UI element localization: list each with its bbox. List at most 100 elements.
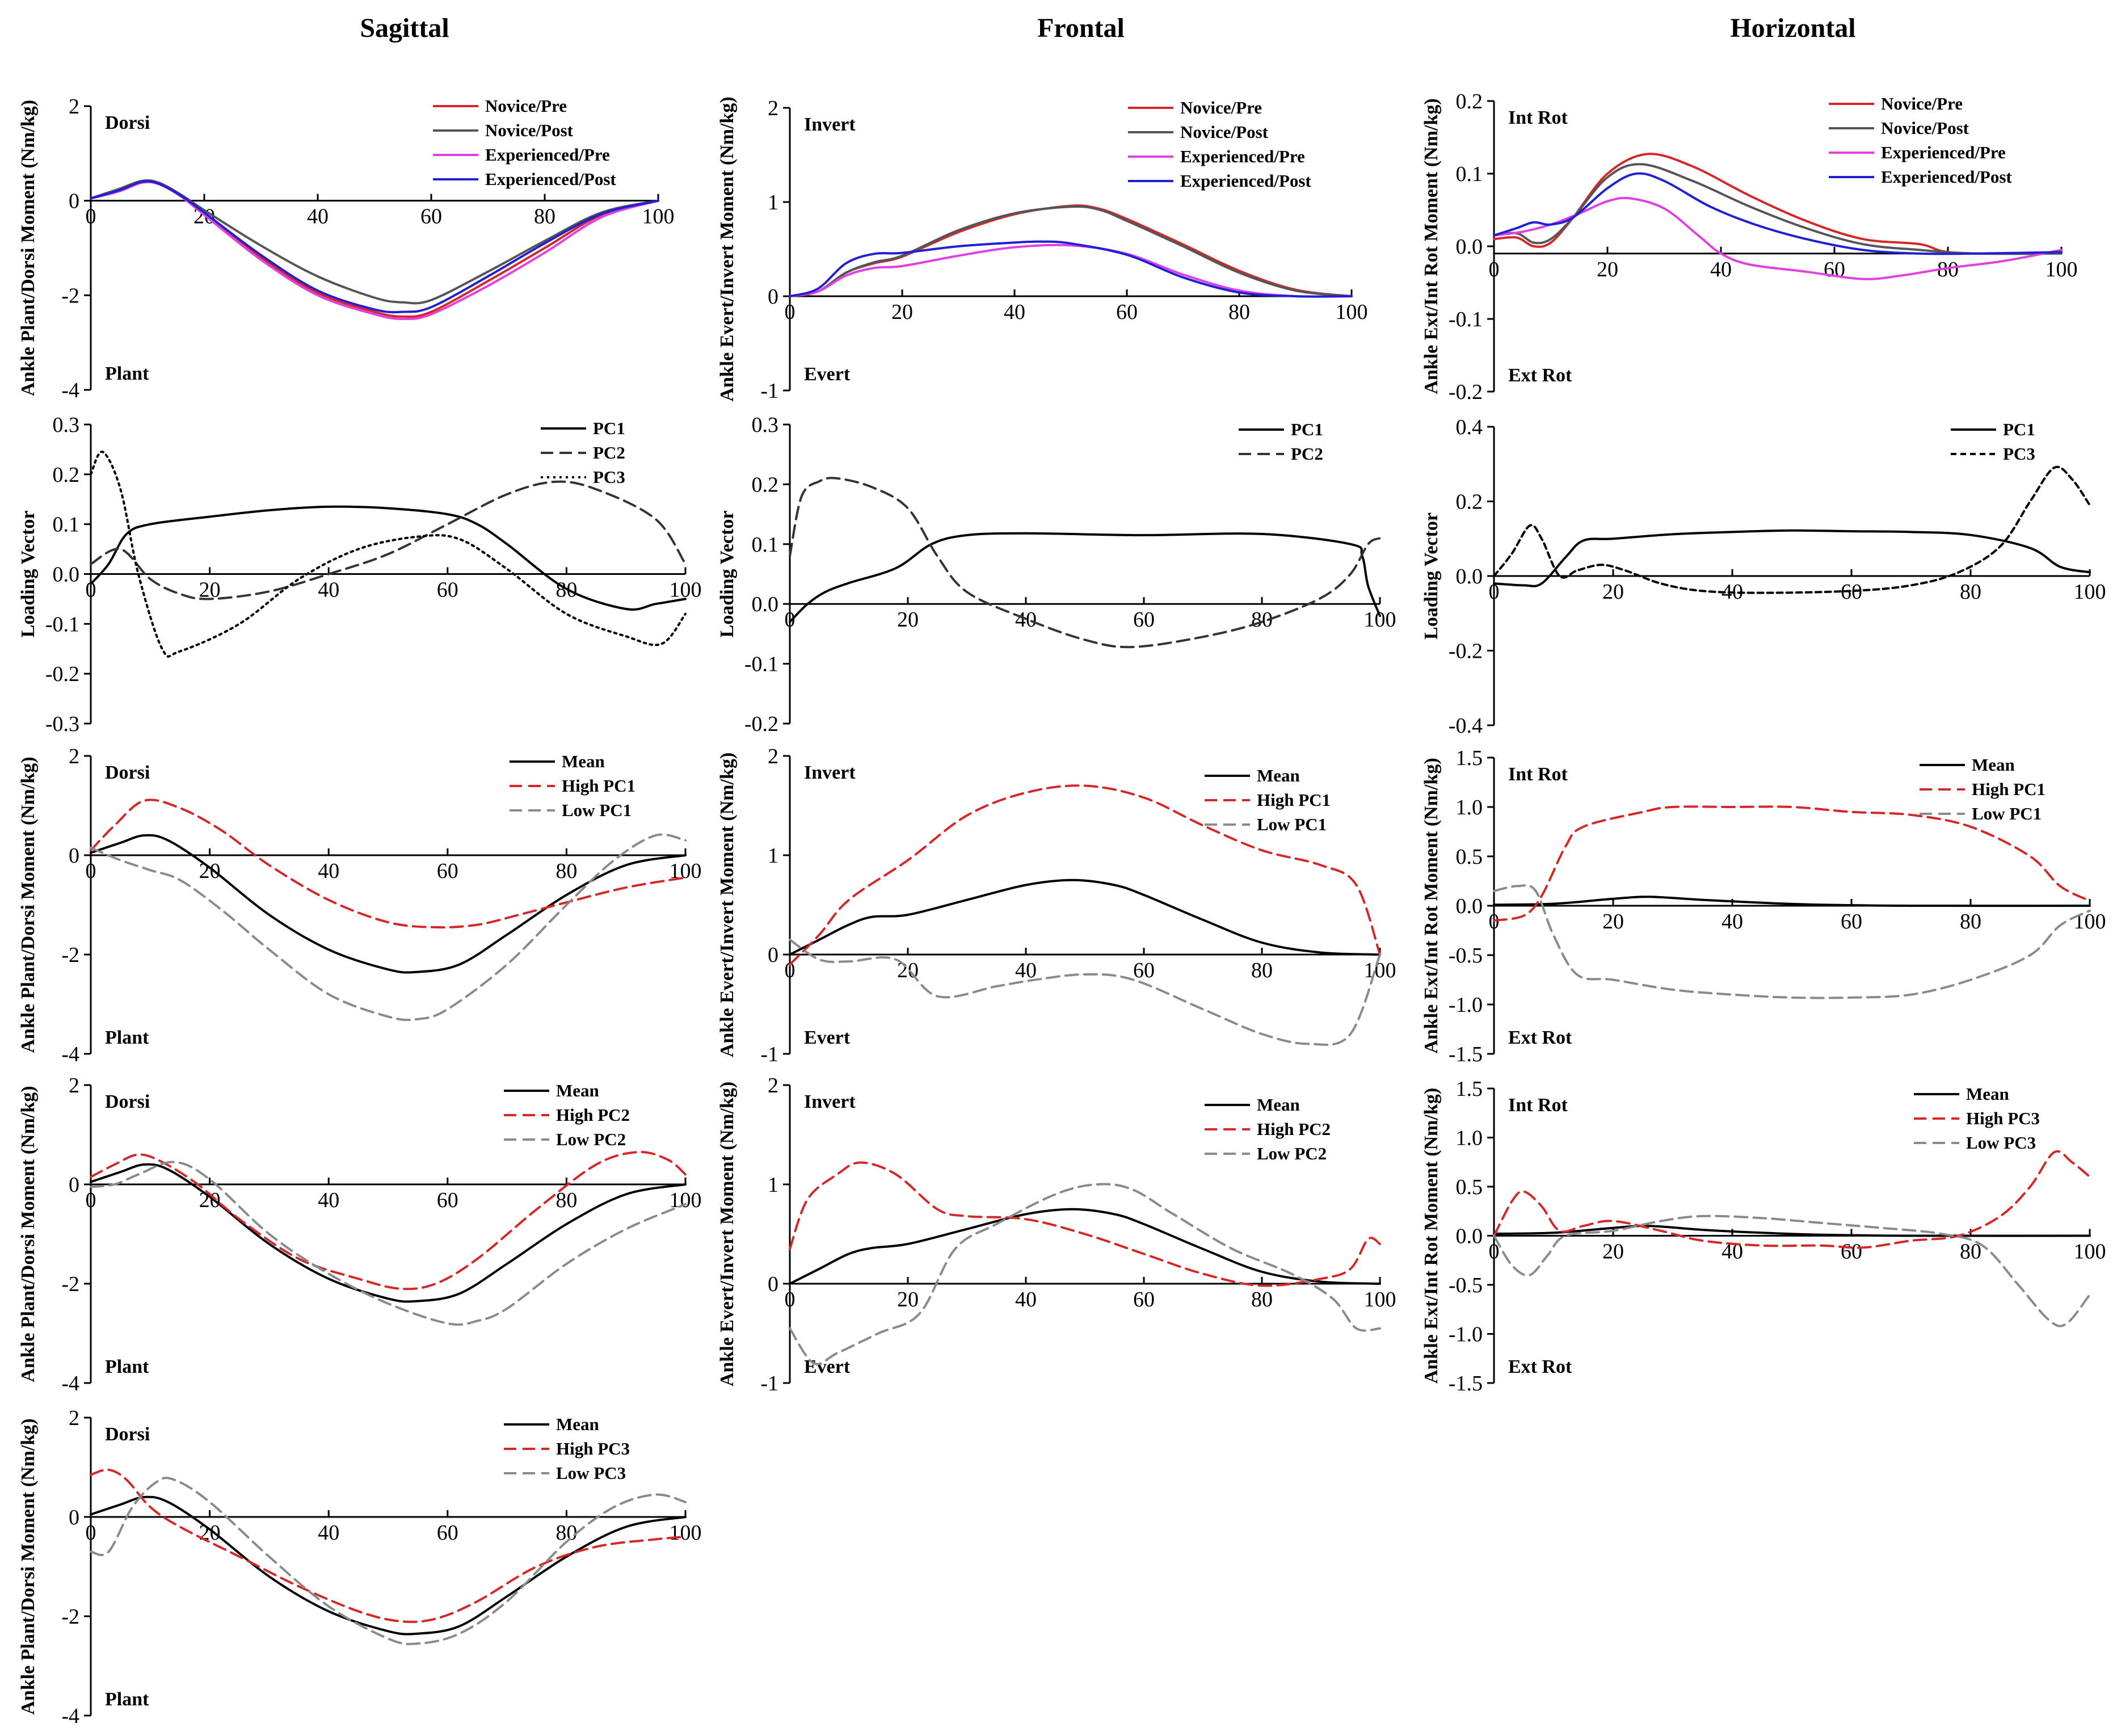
y-tick-label: 1.5 [1456,1077,1483,1101]
x-tick-label: 60 [437,859,458,883]
x-tick-label: 0 [785,300,796,324]
series-line-experienced-post [1493,172,2063,255]
x-tick-label: 60 [1133,608,1155,632]
legend-entry: Low PC2 [1257,1144,1327,1163]
annotation-top: Invert [804,762,856,783]
legend-entry: PC1 [593,418,625,438]
y-axis-label: Ankle Plant/Dorsi Moment (Nm/kg) [18,1418,39,1714]
y-axis-label: Loading Vector [717,511,738,638]
legend-entry: High PC3 [556,1439,630,1458]
legend: Novice/Pre Novice/Post Experienced/Pre Expe… [433,96,616,189]
series-line-pc2 [789,477,1381,649]
annotation-bottom: Evert [804,1027,851,1048]
y-tick-label: 0.0 [1456,894,1483,918]
series-line-pc2 [90,480,687,600]
legend: Mean High PC2 Low PC2 [1205,1095,1331,1163]
x-tick-label: 0 [86,859,96,883]
y-axis-label: Ankle Plant/Dorsi Moment (Nm/kg) [18,1086,39,1382]
legend-entry: Low PC3 [556,1463,626,1483]
annotation-bottom: Evert [804,364,851,385]
annotation-bottom: Ext Rot [1508,1356,1572,1377]
y-tick-label: 0 [69,1173,79,1197]
legend-entry: High PC2 [1257,1119,1331,1139]
x-tick-label: 100 [1364,1288,1396,1312]
x-tick-label: 60 [437,578,458,602]
x-tick-label: 40 [318,1521,339,1545]
y-axis-label: Ankle Ext/Int Rot Moment (Nm/kg) [1421,1088,1442,1384]
y-axis-label: Ankle Ext/Int Rot Moment (Nm/kg) [1421,98,1442,394]
legend-entry: Low PC3 [1966,1133,2036,1153]
y-axis-label: Ankle Evert/Invert Moment (Nm/kg) [717,753,738,1057]
y-tick-label: 0.2 [53,463,80,487]
x-tick-label: 0 [785,1288,796,1312]
series-line-experienced-post [789,240,1353,298]
annotation-bottom: Plant [105,1027,149,1048]
column-title-frontal: Frontal [1037,13,1125,43]
y-tick-label: -4 [61,1372,79,1395]
series-line-low-pc2 [90,1161,687,1326]
series-line-low-pc3 [90,1477,687,1645]
annotation-bottom: Plant [105,1356,149,1377]
x-tick-label: 80 [1251,1288,1273,1312]
y-tick-label: -2 [61,1605,79,1629]
x-tick-label: 20 [897,1288,919,1312]
x-tick-label: 40 [307,205,329,229]
legend-entry: High PC3 [1966,1108,2040,1128]
y-tick-label: -1.5 [1449,1043,1483,1066]
x-tick-label: 80 [555,1188,577,1212]
y-tick-label: 0 [768,285,778,309]
x-tick-label: 20 [1602,910,1624,934]
y-axis-label: Ankle Plant/Dorsi Moment (Nm/kg) [18,756,39,1053]
legend-entry: Novice/Post [485,120,574,140]
annotation-top: Invert [804,114,856,135]
series-line-high-pc1 [1493,805,2091,922]
y-tick-label: -0.2 [1449,640,1483,663]
x-tick-label: 60 [437,1521,458,1545]
y-tick-label: 1 [768,844,778,868]
y-tick-label: 0 [69,844,79,868]
x-tick-label: 0 [86,1521,96,1545]
y-tick-label: -0.2 [45,662,79,686]
legend-entry: Novice/Pre [1180,98,1262,117]
annotation-top: Dorsi [105,1424,150,1445]
series-line-pc1 [90,505,687,611]
legend-entry: Mean [556,1081,599,1100]
legend-entry: Mean [1972,755,2015,775]
y-tick-label: 0 [69,190,79,213]
series-line-high-pc1 [90,798,687,929]
y-tick-label: -1 [760,1372,778,1395]
y-tick-label: 0.5 [1456,845,1483,869]
series-line-low-pc3 [1493,1214,2091,1327]
legend-entry: Novice/Pre [485,96,567,116]
x-tick-label: 80 [534,205,555,229]
series-line-low-pc1 [90,833,687,1022]
legend-entry: PC3 [2003,444,2035,464]
y-tick-label: -2 [61,284,79,308]
series-line-low-pc1 [789,938,1381,1046]
series-line-pc1 [789,532,1381,623]
y-axis-label: Ankle Ext/Int Rot Moment (Nm/kg) [1421,758,1442,1053]
y-tick-label: 1 [768,1173,778,1197]
y-tick-label: -0.1 [1449,308,1483,331]
x-tick-label: 60 [420,205,442,229]
y-tick-label: 2 [69,1406,79,1430]
series-line-experienced-post [90,180,659,314]
x-tick-label: 100 [2046,258,2078,281]
legend: PC1 PC2 PC3 [541,418,625,487]
y-tick-label: 0.3 [53,413,80,437]
y-tick-label: -1 [760,379,778,403]
column-title-sagittal: Sagittal [360,13,449,43]
x-tick-label: 20 [1597,258,1618,281]
x-tick-label: 80 [1251,959,1273,982]
legend-entry: Novice/Pre [1881,94,1963,114]
y-tick-label: 0.0 [1456,1225,1483,1249]
series-line-pc1 [1493,529,2091,587]
y-tick-label: 0.1 [752,533,779,557]
x-tick-label: 100 [2074,910,2106,934]
series-line-novice-post [789,205,1353,297]
